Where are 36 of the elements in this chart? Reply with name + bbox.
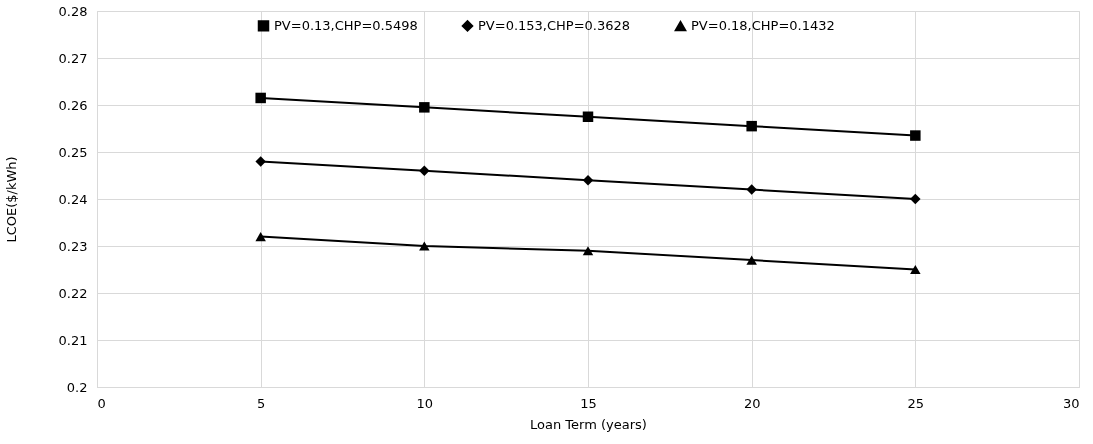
x-tick-label: 0 [97,395,106,411]
y-axis-title: LCOE($/kWh) [3,156,19,243]
y-tick-label: 0.22 [58,285,88,301]
point [582,174,594,186]
point [255,92,266,104]
point [746,184,757,195]
y-tick-label: 0.2 [66,379,88,395]
point [419,165,430,177]
y-tick-label: 0.28 [58,3,88,19]
x-tick-label: 10 [416,395,434,411]
point [255,232,266,242]
y-tick-label: 0.24 [58,191,88,207]
point [746,120,757,132]
x-tick-label: 30 [1062,395,1080,411]
legend-label: PV=0.13,CHP=0.5498 [274,17,418,33]
y-tick-label: 0.26 [58,97,88,113]
point [419,241,430,251]
point [582,111,594,122]
point [910,130,921,141]
y-tick-label: 0.25 [58,144,88,160]
x-axis-title: Loan Term (years) [530,416,647,432]
y-tick-label: 0.27 [58,50,88,66]
point [910,193,921,205]
y-tick-label: 0.23 [58,238,88,254]
legend-label: PV=0.153,CHP=0.3628 [478,17,631,33]
y-tick-label: 0.21 [58,332,88,348]
point [910,264,921,275]
x-tick-label: 20 [743,395,761,411]
point [255,156,266,167]
legend-label: PV=0.18,CHP=0.1432 [691,18,835,34]
point [582,246,594,256]
point [746,255,757,265]
x-tick-label: 15 [580,395,597,411]
point [419,102,430,113]
x-tick-label: 5 [257,395,266,411]
x-tick-label: 25 [907,395,925,411]
